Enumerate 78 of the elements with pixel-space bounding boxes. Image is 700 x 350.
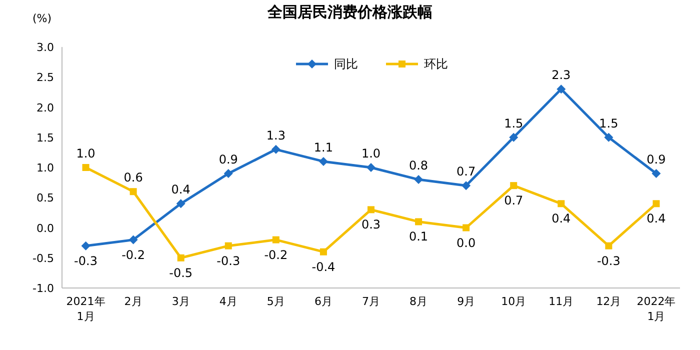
y-tick-label: 1.5 [36, 131, 54, 144]
point [224, 169, 233, 178]
point [414, 175, 424, 184]
y-tick-label: 2.0 [36, 101, 54, 114]
x-tick-label: 7月 [362, 295, 380, 308]
legend-label: 环比 [424, 57, 448, 71]
data-label: 1.5 [599, 116, 618, 130]
y-tick-label: -1.0 [32, 282, 54, 295]
data-label: 0.7 [456, 164, 476, 179]
y-tick-label: -0.5 [32, 252, 54, 265]
point [462, 224, 470, 232]
point [368, 206, 374, 214]
data-label: 0.4 [171, 182, 190, 197]
point [130, 188, 137, 196]
point [556, 84, 566, 94]
data-label: 0.4 [646, 212, 666, 226]
x-tick-label: 2021年1月 [66, 295, 106, 323]
x-tick-label: 9月 [457, 295, 476, 308]
data-label: 0.3 [361, 218, 381, 232]
data-label: -0.2 [264, 248, 288, 262]
title: 全国居民消费价格涨跌幅 [268, 3, 432, 21]
x-tick-label: 4月 [219, 295, 238, 308]
x-tick-label: 11月 [548, 295, 574, 308]
point [558, 200, 565, 208]
data-label: -0.3 [596, 254, 620, 268]
data-label: 0.0 [456, 236, 476, 250]
point [605, 242, 612, 250]
data-label: -0.4 [312, 260, 336, 274]
data-label: 2.3 [552, 68, 571, 82]
x-tick-label: 8月 [410, 295, 428, 308]
data-label: -0.5 [169, 266, 193, 280]
y-tick-label: 1.0 [36, 162, 54, 174]
point [177, 254, 184, 262]
data-label: -0.3 [216, 254, 240, 268]
legend-label: 同比 [334, 57, 358, 71]
y-tick-label: 2.5 [36, 71, 54, 84]
point [652, 169, 661, 178]
data-label: 1.0 [361, 146, 381, 160]
y-axis-title: (%) [32, 12, 52, 25]
point [652, 200, 660, 208]
data-label: 0.8 [408, 158, 428, 173]
data-label: -0.3 [74, 254, 98, 268]
data-label: 1.1 [314, 140, 334, 154]
point [462, 181, 471, 190]
x-tick-label: 6月 [314, 295, 332, 308]
point [272, 236, 280, 244]
point [509, 132, 518, 142]
point [320, 248, 327, 256]
x-tick-label: 2月 [124, 295, 142, 308]
x-tick-label: 3月 [172, 295, 190, 308]
point [271, 144, 280, 154]
data-label: 1.5 [504, 116, 524, 130]
data-label: 0.6 [124, 170, 143, 185]
data-label: 0.4 [552, 212, 571, 226]
x-tick-label: 10月 [501, 295, 526, 308]
data-label: 0.9 [646, 152, 666, 167]
data-label: 0.1 [408, 230, 428, 244]
y-tick-label: 0.0 [36, 222, 54, 235]
data-label: 1.3 [266, 128, 286, 142]
point [510, 182, 518, 190]
data-label: 0.7 [504, 194, 524, 208]
data-label: 0.9 [218, 152, 238, 167]
point [366, 163, 376, 172]
point [415, 218, 422, 226]
point [604, 132, 614, 142]
point [128, 235, 138, 244]
point [82, 164, 90, 171]
y-tick-label: 3.0 [36, 41, 54, 54]
data-label: -0.2 [122, 248, 146, 262]
data-label: 1.0 [76, 146, 96, 160]
x-tick-label: 12月 [596, 295, 622, 308]
point [318, 156, 328, 166]
y-tick-label: 0.5 [36, 192, 54, 205]
point [224, 242, 232, 250]
point [176, 199, 186, 208]
x-tick-label: 2022年1月 [636, 295, 676, 323]
x-tick-label: 5月 [266, 295, 285, 308]
point [81, 241, 90, 250]
